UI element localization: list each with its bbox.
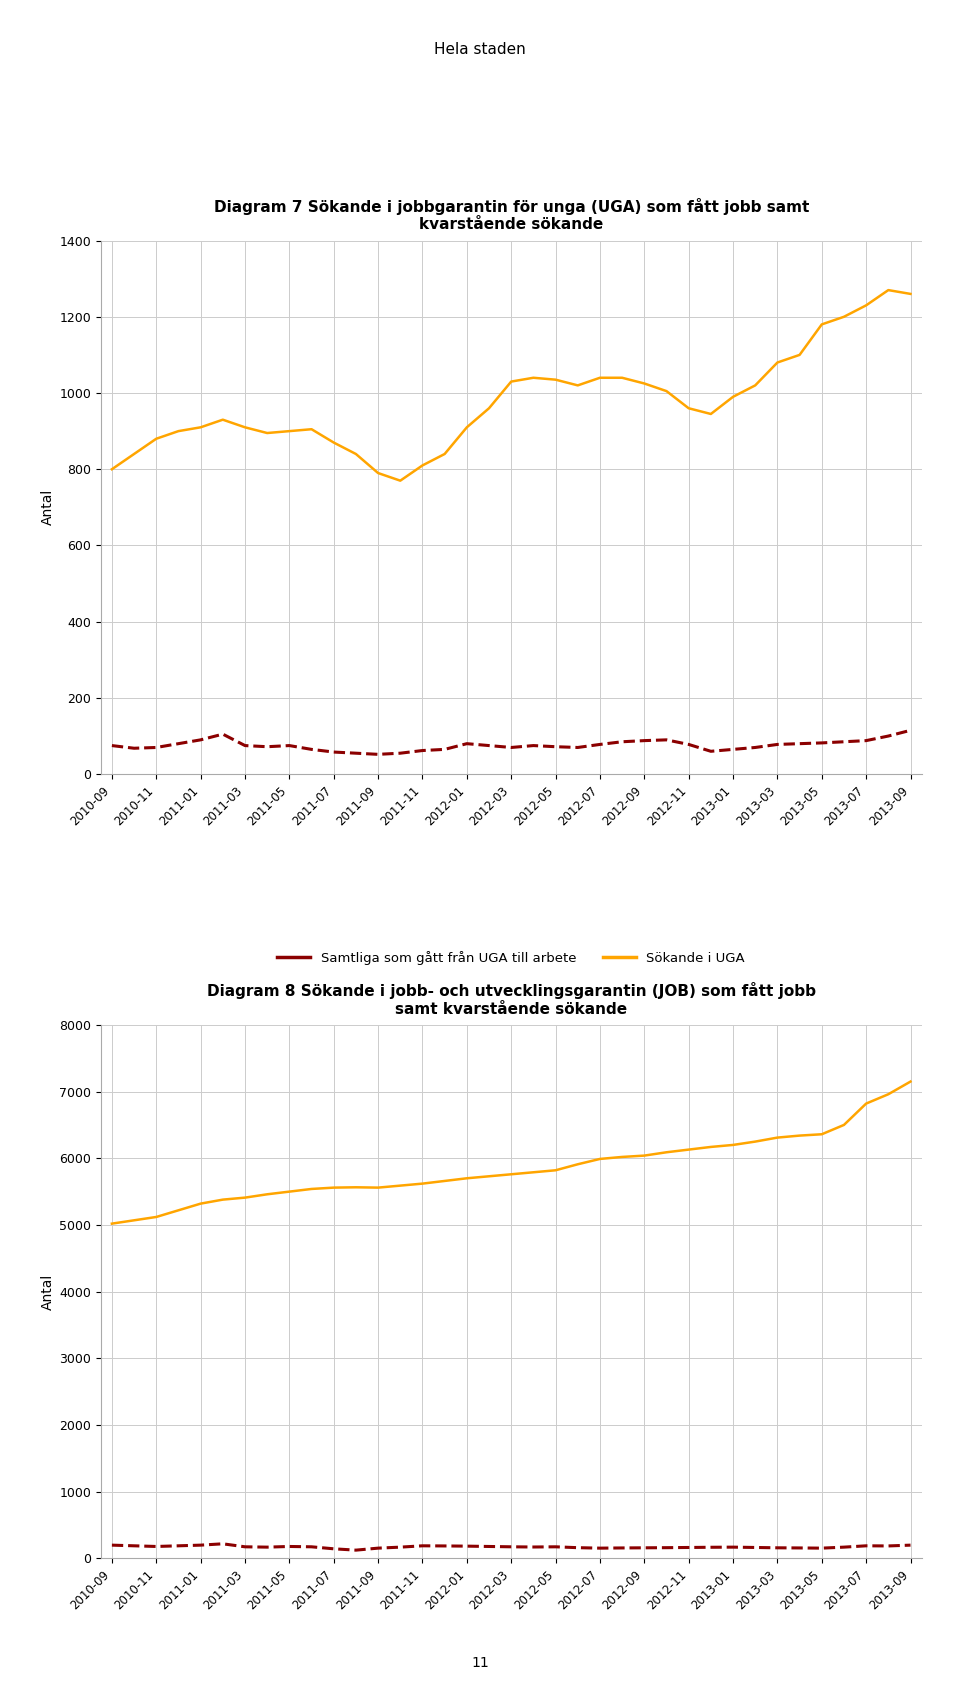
Text: 11: 11 (471, 1657, 489, 1670)
Text: Hela staden: Hela staden (434, 42, 526, 58)
Title: Diagram 8 Sökande i jobb- och utvecklingsgarantin (JOB) som fått jobb
samt kvars: Diagram 8 Sökande i jobb- och utveckling… (206, 983, 816, 1016)
Y-axis label: Antal: Antal (41, 1274, 55, 1309)
Title: Diagram 7 Sökande i jobbgarantin för unga (UGA) som fått jobb samt
kvarstående s: Diagram 7 Sökande i jobbgarantin för ung… (213, 198, 809, 232)
Y-axis label: Antal: Antal (41, 490, 55, 525)
Legend: Samtliga som gått från UGA till arbete, Sökande i UGA: Samtliga som gått från UGA till arbete, … (272, 945, 751, 971)
